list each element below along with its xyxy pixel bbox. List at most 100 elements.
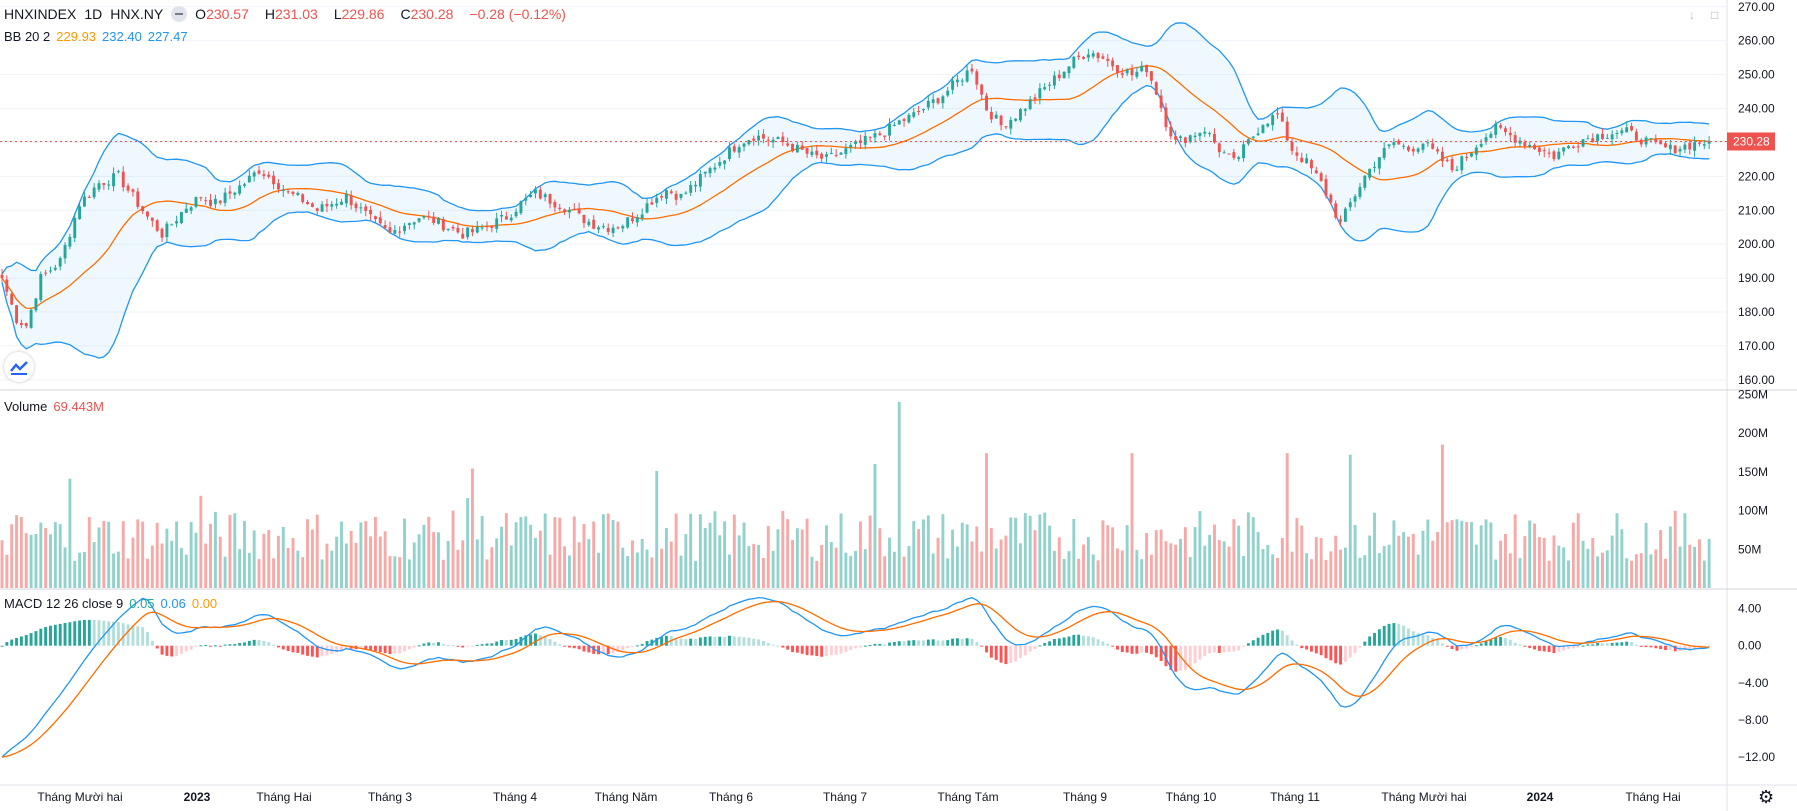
volume-bar [946, 558, 950, 588]
candle-body [892, 124, 896, 126]
macd-histogram-bar [1149, 645, 1153, 655]
candle-body [883, 135, 887, 137]
candle-body [97, 183, 101, 190]
volume-bar [179, 548, 183, 588]
volume-bar [1179, 538, 1182, 588]
macd-histogram-bar [150, 640, 154, 646]
candle-body [1693, 142, 1697, 151]
macd-histogram-bar [1188, 645, 1192, 667]
volume-bar [1106, 525, 1110, 588]
volume-bar [679, 555, 683, 588]
volume-bar [567, 555, 571, 588]
settings-gear-icon[interactable]: ⚙ [1758, 787, 1775, 807]
candle-body [480, 227, 484, 229]
candle-body [1562, 147, 1566, 152]
volume-bar [587, 539, 591, 588]
macd-legend[interactable]: MACD 12 26 close 9 0.05 0.06 0.00 [4, 596, 223, 612]
bb-legend[interactable]: BB 20 2 229.93 232.40 227.47 [4, 29, 194, 45]
volume-bar [616, 521, 620, 588]
candle-body [873, 133, 877, 138]
volume-bar [432, 532, 436, 588]
volume-bar [951, 529, 955, 588]
candle-body [320, 204, 324, 212]
candle-body [1106, 58, 1110, 61]
time-axis-label: Tháng 10 [1166, 790, 1217, 804]
candle-body [19, 322, 23, 325]
interval[interactable]: 1D [84, 6, 103, 22]
macd-histogram-bar [1300, 645, 1304, 649]
volume-bar [1348, 454, 1352, 588]
volume-bar [839, 513, 843, 588]
volume-bar [718, 535, 722, 588]
volume-legend[interactable]: Volume 69.443M [4, 399, 110, 415]
volume-bar [1668, 526, 1672, 588]
volume-bar [349, 530, 353, 588]
macd-histogram-bar [1654, 645, 1658, 649]
macd-histogram-bar [1571, 645, 1575, 649]
candle-body [1591, 138, 1595, 143]
candle-body [868, 137, 872, 139]
candle-body [747, 140, 751, 145]
macd-histogram-bar [0, 645, 4, 647]
candle-body [461, 233, 465, 239]
tradingview-logo-icon[interactable] [4, 352, 34, 382]
candle-body [296, 192, 300, 195]
volume-bar [475, 539, 479, 588]
symbol-name[interactable]: HNXINDEX [4, 6, 77, 22]
candle-body [1145, 64, 1149, 73]
last-price-label: 230.28 [1733, 134, 1770, 148]
candle-body [757, 135, 761, 141]
volume-bar [1222, 541, 1226, 588]
candle-body [805, 148, 809, 154]
macd-histogram-bar [1324, 645, 1328, 659]
candle-body [1397, 140, 1401, 145]
macd-histogram-bar [15, 637, 19, 646]
candle-body [1183, 137, 1187, 144]
volume-bar [10, 524, 14, 588]
exchange: HNX.NY [110, 6, 164, 22]
candle-body [490, 225, 494, 228]
macd-histogram-bar [694, 638, 697, 646]
volume-bar [490, 547, 494, 588]
candle-body [1639, 139, 1643, 145]
candle-body [936, 98, 940, 104]
macd-histogram-bar [335, 645, 339, 653]
volume-bar [1164, 541, 1168, 588]
candle-body [160, 228, 164, 238]
volume-bar [1276, 557, 1279, 588]
volume-bar [892, 551, 896, 588]
volume-bar [1334, 535, 1338, 588]
candle-body [325, 203, 329, 207]
maximize-icon[interactable]: □ [1711, 8, 1719, 22]
volume-bar [466, 498, 470, 588]
candle-body [393, 230, 397, 234]
macd-histogram-bar [1159, 645, 1163, 662]
volume-bar [534, 537, 537, 588]
macd-histogram-bar [529, 634, 533, 646]
volume-bar [1450, 520, 1454, 588]
volume-bar [1183, 527, 1187, 588]
minus-icon[interactable] [171, 6, 188, 22]
candle-body [1077, 55, 1081, 57]
macd-histogram-bar [243, 642, 246, 646]
macd-histogram-bar [1072, 634, 1076, 646]
volume-bar [422, 524, 426, 588]
candle-body [1523, 142, 1527, 147]
macd-histogram-bar [810, 645, 814, 656]
volume-bar [873, 464, 877, 588]
macd-histogram-bar [1630, 642, 1634, 646]
candle-body [965, 70, 969, 82]
macd-histogram-bar [781, 645, 785, 648]
macd-histogram-bar [703, 636, 707, 646]
candle-body [1169, 126, 1173, 137]
volume-bar [504, 513, 508, 588]
macd-histogram-bar [1217, 645, 1221, 653]
price-tick-label: 160.00 [1738, 373, 1775, 387]
macd-histogram-bar [892, 642, 896, 646]
volume-bar [1494, 559, 1498, 588]
volume-bar [1664, 558, 1667, 588]
candle-body [786, 143, 790, 146]
download-icon[interactable]: ↓ [1689, 8, 1695, 22]
macd-histogram-bar [524, 635, 528, 646]
